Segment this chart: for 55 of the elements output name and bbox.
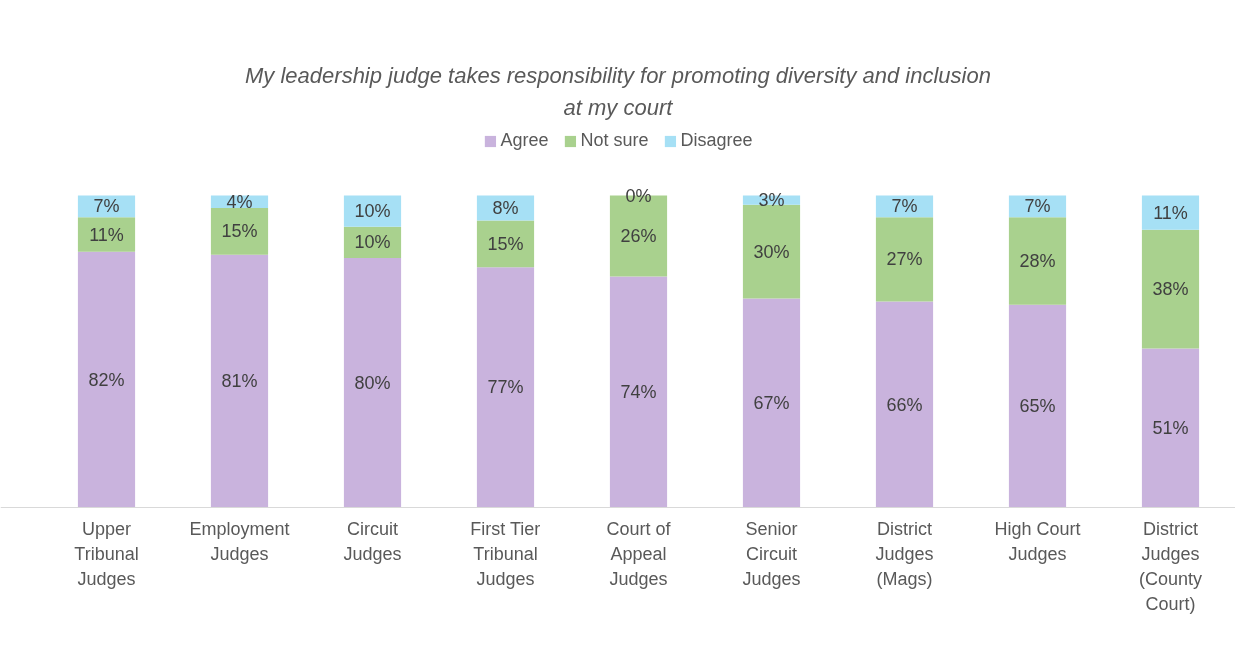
- data-label: 7%: [891, 196, 918, 217]
- bar: [476, 220, 535, 268]
- bar: [875, 301, 934, 508]
- data-label: 11%: [1153, 202, 1188, 223]
- data-label: 10%: [354, 232, 391, 253]
- x-tick-label: District Judges (Mags): [875, 518, 934, 589]
- x-tick-label: High Court Judges: [994, 518, 1081, 564]
- legend-label: Disagree: [680, 130, 753, 151]
- data-label: 7%: [93, 196, 120, 217]
- data-label: 82%: [88, 369, 125, 390]
- bar: [742, 298, 801, 508]
- data-label: 67%: [753, 392, 790, 413]
- legend-label: Not sure: [580, 130, 649, 151]
- bar: [77, 251, 136, 508]
- bar: [1141, 348, 1200, 508]
- x-tick-label: Upper Tribunal Judges: [74, 518, 139, 589]
- bar: [1008, 217, 1067, 305]
- data-label: 74%: [620, 382, 657, 403]
- data-label: 30%: [753, 241, 790, 262]
- x-tick-label: Employment Judges: [189, 518, 290, 564]
- x-tick-label: Senior Circuit Judges: [742, 518, 801, 589]
- data-label: 15%: [487, 233, 524, 254]
- data-label: 11%: [89, 224, 124, 245]
- data-label: 51%: [1152, 417, 1189, 438]
- bar: [210, 254, 269, 508]
- data-label: 66%: [886, 394, 923, 415]
- legend-label: Agree: [500, 130, 549, 151]
- bar: [77, 217, 136, 252]
- x-tick-label: Circuit Judges: [343, 518, 402, 564]
- bar: [343, 257, 402, 508]
- data-label: 7%: [1024, 196, 1051, 217]
- data-label: 77%: [487, 377, 524, 398]
- data-label: 27%: [886, 249, 923, 270]
- bar: [742, 204, 801, 299]
- data-label: 38%: [1152, 279, 1189, 300]
- data-label: 28%: [1019, 251, 1056, 272]
- data-label: 26%: [620, 226, 657, 247]
- chart-title: My leadership judge takes responsibility for promoting diversity and inclusion at my court: [245, 62, 991, 120]
- data-label: 80%: [354, 372, 391, 393]
- data-label: 15%: [221, 221, 258, 242]
- x-tick-label: District Judges (County Court): [1138, 518, 1203, 614]
- data-label: 81%: [221, 371, 258, 392]
- bar: [1008, 304, 1067, 508]
- data-label: 10%: [354, 201, 391, 222]
- x-tick-label: Court of Appeal Judges: [606, 518, 672, 589]
- data-label: 0%: [625, 185, 652, 206]
- data-label: 4%: [226, 191, 253, 212]
- bar: [476, 267, 535, 508]
- bar: [875, 217, 934, 302]
- data-label: 8%: [492, 197, 519, 218]
- bar: [210, 207, 269, 255]
- bar: [1141, 229, 1200, 349]
- x-tick-label: First Tier Tribunal Judges: [470, 518, 541, 589]
- bar: [609, 276, 668, 508]
- data-label: 65%: [1019, 396, 1056, 417]
